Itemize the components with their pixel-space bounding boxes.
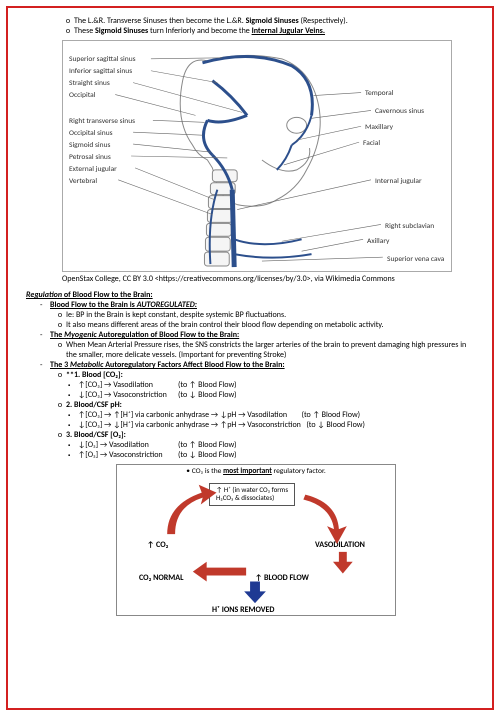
anatomy-figure: Superior sagittal sinus Inferior sagitta… xyxy=(62,40,452,272)
bullet: - xyxy=(40,360,50,370)
factor-1a: ▪ ↑[CO₂] → Vasodilation(to ↑ Blood Flow) xyxy=(26,380,474,390)
text: ↑[CO₂] → Vasodilation(to ↑ Blood Flow) xyxy=(78,380,237,390)
fig-label: Sigmoid sinus xyxy=(69,141,110,150)
fig-label: Cavernous sinus xyxy=(375,107,424,116)
text: 3. Blood/CSF [O₂]: xyxy=(66,430,126,440)
text: ↑[O₂] → Vasoconstriction(to ↓ Blood Flow… xyxy=(78,450,237,460)
red-arrow-mid-left xyxy=(193,562,246,582)
bullet: o xyxy=(54,430,66,440)
reg-item-1: - Blood Flow to the Brain is AUTOREGULAT… xyxy=(26,300,474,310)
bullet: ▪ xyxy=(68,390,78,400)
fig-label: External jugular xyxy=(69,165,117,174)
factor-1b: ▪ ↓[CO₂] → Vasoconstriction(to ↓ Blood F… xyxy=(26,390,474,400)
text: The 3 Metabolic Autoregulatory Factors A… xyxy=(50,360,285,370)
red-arrow-right xyxy=(303,495,346,544)
text: **1. Blood [CO₂]: xyxy=(66,370,123,380)
fig-label: Superior vena cava xyxy=(387,255,444,264)
fig-label: Superior sagittal sinus xyxy=(69,55,136,64)
reg-item-3: - The 3 Metabolic Autoregulatory Factors… xyxy=(26,360,474,370)
bullet: ▪ xyxy=(68,420,78,430)
bullet: o xyxy=(54,310,66,320)
text: The Myogenic Autoregulation of Blood Flo… xyxy=(50,330,239,340)
factor-3b: ▪ ↑[O₂] → Vasoconstriction(to ↓ Blood Fl… xyxy=(26,450,474,460)
text: When Mean Arterial Pressure rises, the S… xyxy=(66,340,474,360)
page-border: o The L.&R. Transverse Sinuses then beco… xyxy=(6,6,494,710)
fig-label: Inferior sagittal sinus xyxy=(69,67,132,76)
bullet: ▪ xyxy=(68,380,78,390)
text: Blood Flow to the Brain is AUTOREGULATED… xyxy=(50,300,197,310)
bullet: - xyxy=(40,330,50,340)
fig-label: Temporal xyxy=(365,89,393,98)
bullet: ▪ xyxy=(68,440,78,450)
regulation-title: Regulation of Blood Flow to the Brain: xyxy=(26,290,474,300)
factor-3a: ▪ ↓[O₂] → Vasodilation(to ↑ Blood Flow) xyxy=(26,440,474,450)
factor-2a: ▪ ↑[CO₂] → ↑[H⁺] via carbonic anhydrase … xyxy=(26,410,474,420)
red-arrow-left xyxy=(167,485,216,534)
fig-label: Straight sinus xyxy=(69,79,110,88)
fig-label: Facial xyxy=(363,139,380,148)
red-arrow-down-right xyxy=(333,552,353,574)
blue-arrow-down xyxy=(244,581,266,603)
fig-label: Right transverse sinus xyxy=(69,117,135,126)
text: ↓[CO₂] → ↓[H⁺] via carbonic anhydrase → … xyxy=(78,420,365,430)
bullet: - xyxy=(40,300,50,310)
figure-caption: OpenStax College, CC BY 3.0 <https://cre… xyxy=(26,274,474,284)
bullet: o xyxy=(62,16,74,26)
reg-item-2: - The Myogenic Autoregulation of Blood F… xyxy=(26,330,474,340)
fig-label: Petrosal sinus xyxy=(69,153,111,162)
intro-line-2: o These Sigmoid Sinuses turn Inferiorly … xyxy=(26,26,474,36)
bullet: o xyxy=(54,340,66,360)
text: ↓[O₂] → Vasodilation(to ↑ Blood Flow) xyxy=(78,440,237,450)
cycle-diagram: • CO₂ is the most important regulatory f… xyxy=(116,464,396,616)
fig-label: Maxillary xyxy=(365,123,393,132)
cycle-arrows-svg xyxy=(117,465,395,615)
fig-label: Vertebral xyxy=(69,177,97,186)
bullet: ▪ xyxy=(68,450,78,460)
factor-2b: ▪ ↓[CO₂] → ↓[H⁺] via carbonic anhydrase … xyxy=(26,420,474,430)
intro-line-1: o The L.&R. Transverse Sinuses then beco… xyxy=(26,16,474,26)
bullet: o xyxy=(54,400,66,410)
fig-label: Axillary xyxy=(367,237,389,246)
text: ↓[CO₂] → Vasoconstriction(to ↓ Blood Flo… xyxy=(78,390,237,400)
text: Ie: BP in the Brain is kept constant, de… xyxy=(66,310,286,320)
factor-3: o 3. Blood/CSF [O₂]: xyxy=(26,430,474,440)
text: It also means different areas of the bra… xyxy=(66,320,384,330)
text: ↑[CO₂] → ↑[H⁺] via carbonic anhydrase → … xyxy=(78,410,360,420)
reg-item-1-sub2: o It also means different areas of the b… xyxy=(26,320,474,330)
text: These Sigmoid Sinuses turn Inferiorly an… xyxy=(74,26,325,36)
fig-label: Occipital xyxy=(69,91,95,100)
reg-item-2-sub1: o When Mean Arterial Pressure rises, the… xyxy=(26,340,474,360)
fig-label: Right subclavian xyxy=(385,222,434,231)
bullet: o xyxy=(62,26,74,36)
factor-1: o **1. Blood [CO₂]: xyxy=(26,370,474,380)
text: The L.&R. Transverse Sinuses then become… xyxy=(74,16,348,26)
text: 2. Blood/CSF pH: xyxy=(66,400,122,410)
reg-item-1-sub1: o Ie: BP in the Brain is kept constant, … xyxy=(26,310,474,320)
fig-label: Occipital sinus xyxy=(69,129,113,138)
factor-2: o 2. Blood/CSF pH: xyxy=(26,400,474,410)
bullet: ▪ xyxy=(68,410,78,420)
fig-label: Internal jugular xyxy=(375,177,422,186)
bullet: o xyxy=(54,320,66,330)
bullet: o xyxy=(54,370,66,380)
